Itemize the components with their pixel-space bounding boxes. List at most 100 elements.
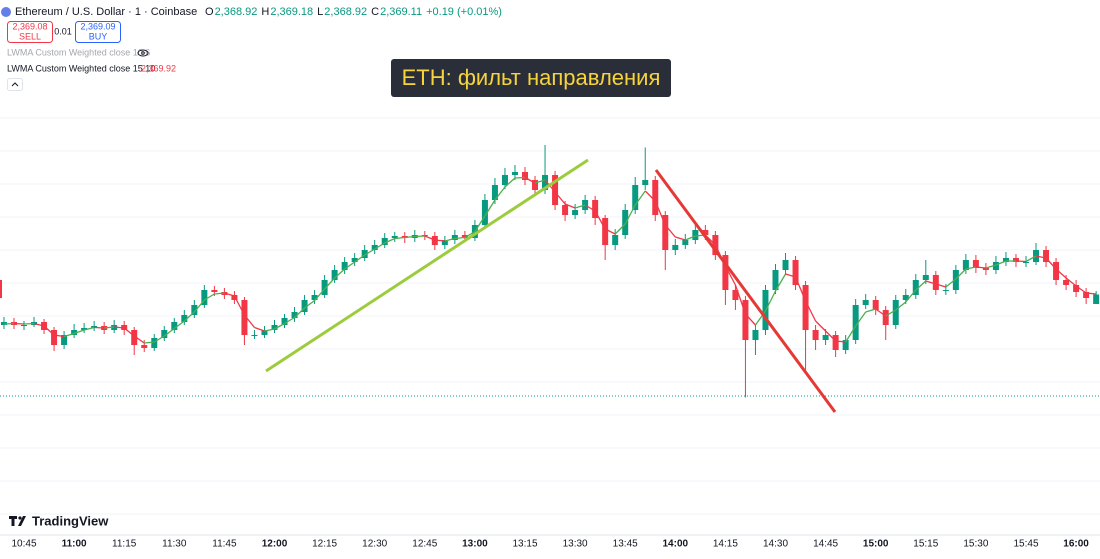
symbol[interactable]: Ethereum / U.S. Dollar · 1 · Coinbase bbox=[15, 6, 197, 18]
ohlc: O 2,368.92 H 2,369.18 L 2,368.92 C 2,369.11 +0.1… bbox=[205, 6, 502, 18]
lwma-segment bbox=[394, 236, 405, 240]
sell-price: 2,369.08 bbox=[12, 21, 47, 31]
candle-body bbox=[1073, 285, 1080, 292]
lwma-segment bbox=[444, 237, 456, 242]
x-tick-label: 12:30 bbox=[362, 539, 387, 550]
lwma-segment bbox=[975, 266, 986, 269]
lwma-segment bbox=[1086, 292, 1097, 295]
lwma-segment bbox=[204, 293, 215, 301]
lwma-segment bbox=[734, 284, 747, 315]
lwma-segment bbox=[875, 308, 887, 317]
eye-icon[interactable] bbox=[137, 49, 149, 57]
candle-body bbox=[972, 260, 979, 268]
candle-body bbox=[481, 200, 488, 225]
lwma-segment bbox=[304, 299, 315, 309]
candle-body bbox=[191, 305, 198, 315]
lwma-segment bbox=[504, 177, 516, 188]
candle-body bbox=[61, 335, 68, 345]
lwma-segment bbox=[334, 268, 346, 279]
candle-body bbox=[642, 180, 649, 185]
candle-body bbox=[962, 260, 969, 270]
sell-label: SELL bbox=[19, 31, 41, 41]
lwma-segment bbox=[1055, 268, 1067, 279]
collapse-button[interactable] bbox=[7, 78, 23, 91]
lwma-segment bbox=[173, 320, 185, 330]
x-tick-label: 13:45 bbox=[613, 539, 638, 550]
lwma-segment bbox=[94, 326, 105, 329]
candle-body bbox=[792, 260, 799, 285]
lwma-segment bbox=[13, 322, 25, 325]
candle-body bbox=[702, 230, 709, 235]
lwma-segment bbox=[354, 254, 366, 263]
lwma-segment bbox=[414, 235, 425, 238]
lwma-segment bbox=[574, 204, 586, 209]
ohlc-value: 2,368.92 bbox=[324, 6, 367, 18]
candle-body bbox=[1023, 262, 1029, 263]
lwma-segment bbox=[594, 210, 606, 230]
lwma-segment bbox=[935, 283, 947, 288]
candle-body bbox=[912, 280, 919, 295]
lwma-segment bbox=[895, 301, 907, 311]
h-grid bbox=[0, 117, 1100, 515]
candle-body bbox=[932, 275, 939, 290]
lwma-segment bbox=[243, 314, 255, 328]
lwma-segment bbox=[925, 280, 937, 285]
lwma-segment bbox=[815, 320, 827, 332]
candle-body bbox=[872, 300, 879, 310]
lwma-segment bbox=[915, 280, 927, 291]
candle-body bbox=[612, 235, 619, 245]
candle-body bbox=[592, 200, 599, 218]
lwma-segment bbox=[53, 334, 65, 338]
trend-line-up bbox=[265, 158, 589, 373]
candle-body bbox=[942, 290, 949, 291]
candle-body bbox=[692, 230, 699, 240]
lwma-segment bbox=[1025, 255, 1037, 263]
lwma-segment bbox=[364, 248, 376, 256]
lwma-segment bbox=[264, 328, 275, 332]
sell-button[interactable] bbox=[7, 21, 53, 43]
lwma-segment bbox=[945, 278, 957, 288]
lwma-segment bbox=[214, 292, 225, 295]
indicator-1[interactable]: LWMA Custom Weighted close 10 6 bbox=[7, 47, 150, 57]
lwma-segment bbox=[63, 332, 75, 338]
candle-body bbox=[291, 312, 298, 318]
lwma-segment bbox=[144, 341, 155, 344]
lwma-segment bbox=[835, 340, 846, 343]
ohlc-key: L bbox=[317, 6, 323, 18]
candle-body bbox=[572, 210, 579, 215]
lwma-segment bbox=[73, 329, 85, 335]
lwma-segment bbox=[524, 176, 536, 184]
lwma-segment bbox=[865, 308, 876, 313]
candle-body bbox=[141, 345, 148, 348]
annotation: ETH: фильт направления bbox=[402, 65, 661, 90]
candle-body bbox=[331, 270, 338, 280]
indicator-2-value: 2,369.92 bbox=[141, 63, 176, 73]
lwma-segment bbox=[654, 200, 666, 226]
buy-button[interactable] bbox=[75, 21, 121, 43]
ohlc-value: 2,369.11 bbox=[380, 6, 422, 18]
time-axis: 10:45 11:00 11:15 11:30 11:45 12:00 12:15 12:30… bbox=[11, 539, 1089, 550]
lwma-segment bbox=[104, 326, 115, 329]
candle-body bbox=[371, 245, 378, 250]
x-tick-label: 12:45 bbox=[412, 539, 437, 550]
candle-body bbox=[752, 330, 759, 340]
candle-body bbox=[552, 175, 559, 205]
logo-text: TradingView bbox=[32, 513, 109, 528]
candle-body bbox=[241, 300, 248, 335]
candle-body bbox=[682, 240, 689, 245]
x-tick-label: 11:45 bbox=[212, 539, 237, 550]
candle-body bbox=[441, 240, 448, 245]
x-tick-label: 15:15 bbox=[913, 539, 938, 550]
candle-body bbox=[822, 335, 829, 340]
x-tick-label: 13:15 bbox=[512, 539, 537, 550]
x-tick-label: 15:00 bbox=[863, 539, 889, 550]
candle-body bbox=[842, 340, 849, 350]
lwma-segment bbox=[764, 290, 777, 312]
lwma-segment bbox=[153, 335, 165, 343]
indicator-2[interactable]: LWMA Custom Weighted close 15 10 bbox=[7, 63, 155, 73]
lwma-segment bbox=[985, 264, 997, 269]
lwma-segment bbox=[534, 179, 546, 184]
lwma-segment bbox=[644, 190, 656, 202]
candle-body bbox=[361, 250, 368, 258]
